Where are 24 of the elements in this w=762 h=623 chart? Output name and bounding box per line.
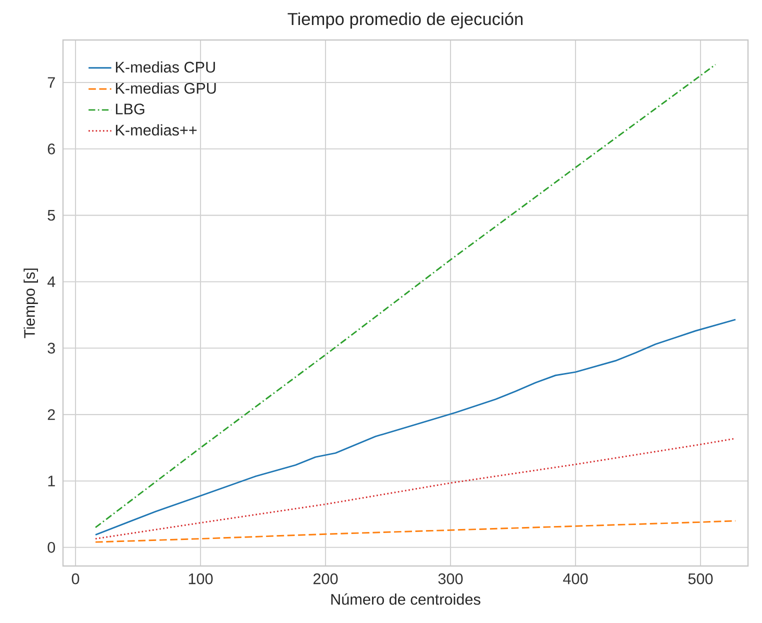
x-axis-title: Número de centroides xyxy=(331,593,480,605)
x-tick-label: 100 xyxy=(188,573,213,584)
x-tick-label: 0 xyxy=(72,573,80,584)
y-tick-label: 2 xyxy=(48,409,55,420)
y-tick-label: 6 xyxy=(48,143,55,154)
y-tick-label: 4 xyxy=(47,276,56,288)
x-tick-label: 500 xyxy=(688,573,713,584)
legend-label: K-medias CPU xyxy=(116,61,215,73)
y-tick-label: 7 xyxy=(48,77,55,88)
line-series xyxy=(94,438,736,540)
legend-label: K-medias GPU xyxy=(116,82,216,94)
legend-label: K-medias++ xyxy=(116,124,197,136)
line-series xyxy=(94,520,736,543)
y-axis-title: Tiempo [s] xyxy=(24,268,38,338)
chart-title: Tiempo promedio de ejecución xyxy=(288,12,523,29)
legend-label: LBG xyxy=(116,104,144,114)
x-tick-label: 200 xyxy=(313,573,338,584)
line-series xyxy=(94,318,736,536)
y-tick-label: 3 xyxy=(48,342,55,354)
x-tick-label: 400 xyxy=(563,573,588,584)
y-tick-label: 5 xyxy=(48,210,55,221)
y-tick-label: 1 xyxy=(48,476,55,486)
y-tick-label: 0 xyxy=(48,542,56,553)
x-tick-label: 300 xyxy=(438,573,463,584)
